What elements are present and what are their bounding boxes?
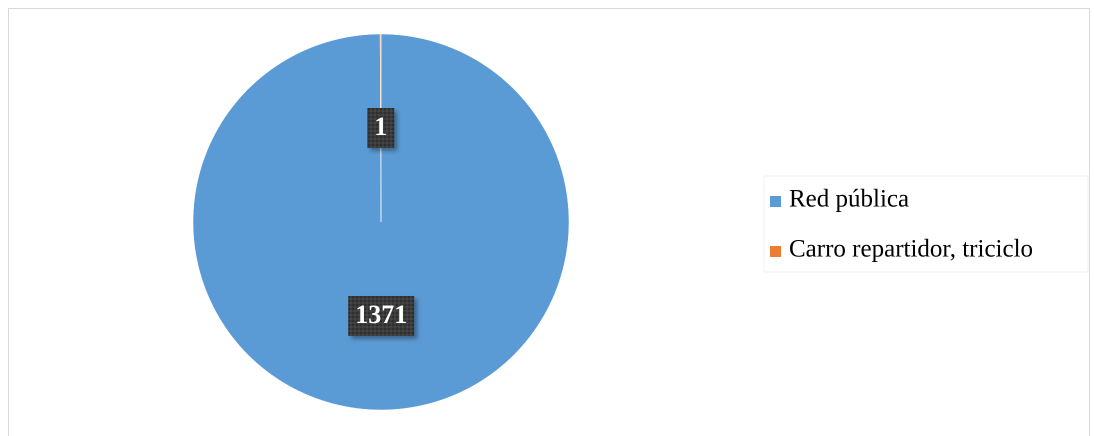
legend-label: Red pública — [789, 186, 909, 213]
data-label: 1371 — [355, 300, 407, 329]
pie-slice — [379, 33, 382, 223]
legend-swatch — [770, 196, 781, 207]
data-label-box — [367, 108, 395, 149]
data-label: 1 — [374, 112, 387, 141]
legend-swatch — [770, 246, 781, 257]
data-label-box — [348, 295, 415, 336]
legend-box — [763, 175, 1089, 273]
legend-label: Carro repartidor, triciclo — [789, 236, 1033, 263]
